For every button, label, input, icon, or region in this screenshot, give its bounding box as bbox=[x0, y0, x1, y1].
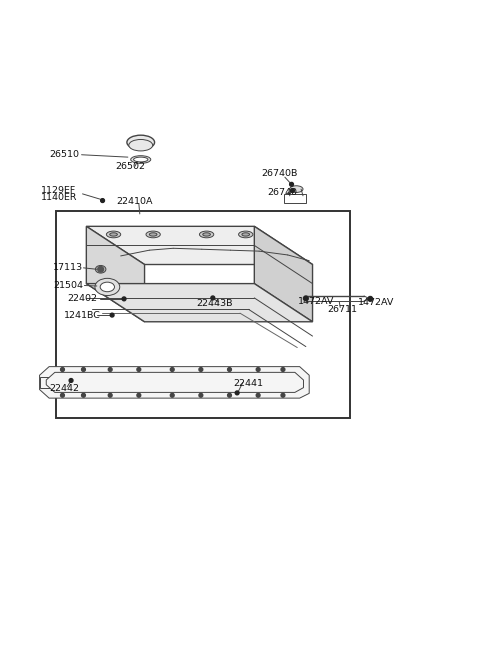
Circle shape bbox=[170, 367, 174, 371]
Circle shape bbox=[256, 394, 260, 397]
Text: 26502: 26502 bbox=[115, 162, 145, 171]
Ellipse shape bbox=[242, 233, 250, 236]
Circle shape bbox=[304, 297, 308, 300]
Circle shape bbox=[235, 391, 239, 395]
Text: 26510: 26510 bbox=[49, 150, 79, 159]
Circle shape bbox=[82, 394, 85, 397]
Ellipse shape bbox=[129, 140, 153, 151]
Ellipse shape bbox=[110, 233, 117, 236]
Circle shape bbox=[368, 297, 372, 301]
Circle shape bbox=[101, 198, 105, 202]
Text: 26740B: 26740B bbox=[262, 170, 298, 178]
Text: 1140ER: 1140ER bbox=[40, 193, 77, 202]
Ellipse shape bbox=[131, 156, 151, 163]
Text: 1129EF: 1129EF bbox=[40, 186, 76, 195]
Text: 26711: 26711 bbox=[327, 305, 357, 314]
Circle shape bbox=[137, 394, 141, 397]
Text: 22441: 22441 bbox=[233, 379, 263, 388]
Text: 17113: 17113 bbox=[53, 263, 83, 272]
Ellipse shape bbox=[133, 157, 148, 162]
Ellipse shape bbox=[289, 186, 303, 193]
Circle shape bbox=[98, 267, 104, 272]
Circle shape bbox=[281, 394, 285, 397]
Text: 22410A: 22410A bbox=[116, 196, 153, 206]
Bar bbox=[39, 377, 51, 388]
Text: 22402: 22402 bbox=[67, 294, 97, 303]
Circle shape bbox=[281, 367, 285, 371]
Ellipse shape bbox=[146, 231, 160, 238]
Polygon shape bbox=[46, 372, 303, 392]
Circle shape bbox=[108, 394, 112, 397]
Circle shape bbox=[170, 394, 174, 397]
Bar bbox=[284, 194, 306, 204]
Text: 22442: 22442 bbox=[49, 384, 79, 393]
Ellipse shape bbox=[95, 278, 120, 295]
Ellipse shape bbox=[239, 231, 253, 238]
Ellipse shape bbox=[203, 233, 210, 236]
Circle shape bbox=[110, 313, 114, 317]
Text: 1472AV: 1472AV bbox=[359, 298, 395, 307]
Circle shape bbox=[69, 379, 73, 383]
Circle shape bbox=[368, 297, 372, 301]
Text: 1241BC: 1241BC bbox=[63, 310, 100, 320]
Polygon shape bbox=[86, 227, 312, 265]
Ellipse shape bbox=[107, 231, 120, 238]
Circle shape bbox=[60, 367, 64, 371]
Text: 22443B: 22443B bbox=[196, 299, 233, 308]
Polygon shape bbox=[254, 227, 312, 322]
Text: 21504: 21504 bbox=[53, 281, 83, 290]
Circle shape bbox=[199, 394, 203, 397]
Text: 26740: 26740 bbox=[268, 189, 298, 197]
Ellipse shape bbox=[199, 231, 214, 238]
Ellipse shape bbox=[127, 135, 155, 149]
Ellipse shape bbox=[149, 233, 157, 236]
Circle shape bbox=[228, 367, 231, 371]
Circle shape bbox=[82, 367, 85, 371]
Circle shape bbox=[228, 394, 231, 397]
Circle shape bbox=[199, 367, 203, 371]
Circle shape bbox=[289, 183, 293, 186]
Circle shape bbox=[122, 297, 126, 301]
Ellipse shape bbox=[96, 265, 106, 273]
Circle shape bbox=[256, 367, 260, 371]
Circle shape bbox=[60, 394, 64, 397]
Circle shape bbox=[137, 367, 141, 371]
Circle shape bbox=[108, 367, 112, 371]
Circle shape bbox=[303, 296, 308, 301]
Ellipse shape bbox=[100, 282, 115, 291]
Bar bbox=[56, 210, 350, 418]
Circle shape bbox=[211, 296, 215, 300]
Polygon shape bbox=[86, 284, 312, 322]
Circle shape bbox=[290, 189, 294, 193]
Text: 1472AV: 1472AV bbox=[298, 297, 335, 306]
Polygon shape bbox=[86, 227, 144, 322]
Polygon shape bbox=[39, 367, 309, 398]
